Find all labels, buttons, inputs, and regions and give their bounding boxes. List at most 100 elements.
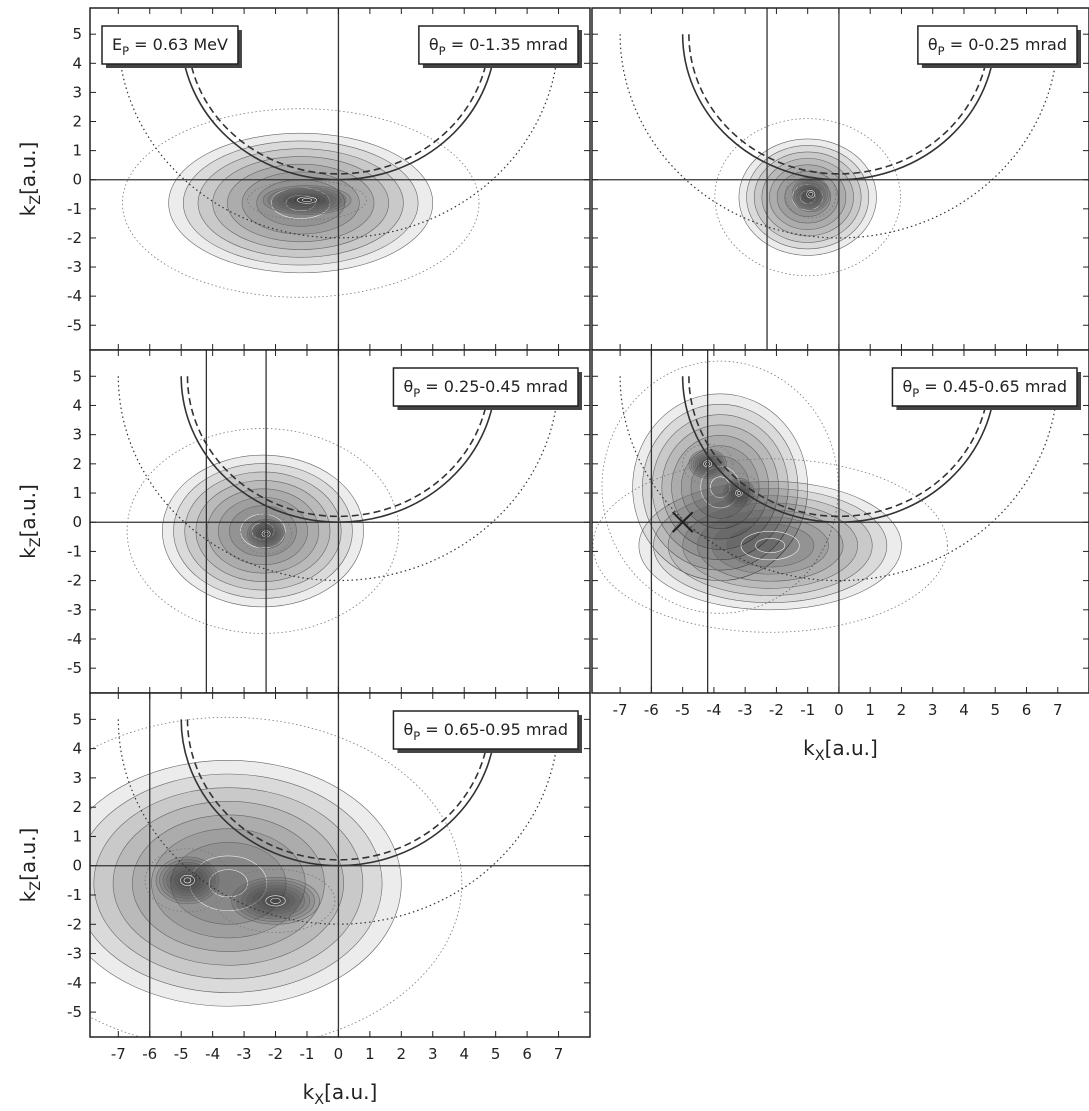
density-contour: [287, 193, 327, 207]
x-tick-label: 1: [365, 1045, 375, 1063]
cross-marker: [671, 511, 694, 533]
density-contour: [277, 190, 337, 211]
circle-arc: [117, 34, 560, 239]
density-contour: [722, 478, 755, 508]
density-contour: [296, 196, 318, 204]
label-rest: = 0.65-0.95 mrad: [420, 720, 568, 739]
label-rest: = 0-0.25 mrad: [945, 35, 1067, 54]
circle-arc: [117, 719, 560, 925]
density-contour: [255, 890, 296, 912]
symbol: k: [803, 736, 815, 760]
density-contour: [793, 178, 828, 211]
density-contour: [180, 874, 195, 886]
label-rest: = 0.45-0.65 mrad: [919, 377, 1067, 396]
y-tick-label: -1: [67, 200, 82, 218]
density-contour: [231, 877, 320, 925]
label-rest: [a.u.]: [825, 736, 878, 760]
outer-contour: [144, 848, 231, 913]
x-tick-label: 3: [428, 1045, 438, 1063]
outer-contour: [90, 716, 463, 1037]
density-contour: [184, 471, 342, 591]
density-contour: [169, 867, 206, 894]
density-contour: [724, 479, 754, 507]
density-contour: [131, 814, 325, 952]
x-tick-label: -1: [299, 1045, 314, 1063]
plot-area: [592, 350, 1089, 693]
x-tick-label: 6: [522, 1045, 532, 1063]
y-tick-label: 2: [72, 455, 82, 473]
outer-contour: [717, 472, 761, 514]
x-tick-label: -5: [174, 1045, 189, 1063]
outer-contour: [714, 118, 901, 277]
density-contour: [168, 132, 434, 274]
circle-arc: [619, 34, 1059, 238]
density-contour: [197, 148, 404, 258]
outer-contour: [681, 443, 734, 484]
x-tick-label: -2: [769, 701, 784, 719]
y-tick-label: 1: [72, 484, 82, 502]
density-contour: [682, 502, 858, 589]
y-tick-label: 2: [72, 798, 82, 816]
plot-area: [90, 350, 590, 693]
density-contour: [265, 895, 286, 907]
circle-arc: [681, 376, 997, 524]
y-tick-label: 2: [72, 113, 82, 131]
panel: -5 -4 -3 -2 -1 0 1 2 3 4 5 θP = 0.25-0.45 mrad kZ[a.…: [16, 349, 591, 694]
density-contour: [800, 184, 822, 205]
density-contour: [176, 872, 199, 889]
density-contour: [282, 191, 332, 209]
label-rest: [a.u.]: [16, 484, 40, 537]
x-tick-label: -6: [142, 1045, 157, 1063]
outer-contour: [215, 868, 336, 933]
density-contour: [262, 185, 352, 215]
density-contour: [173, 869, 202, 892]
y-tick-label: -3: [67, 258, 82, 276]
density-contour: [642, 403, 799, 571]
circle-arc: [180, 376, 497, 523]
subscript: X: [815, 748, 825, 764]
plot-area: [90, 693, 590, 1037]
plot-area: [592, 8, 1089, 350]
y-tick-label: 3: [72, 769, 82, 787]
subscript: P: [439, 44, 446, 58]
label-box: [917, 25, 1078, 65]
panel-frame: [89, 692, 591, 1038]
density-contour: [90, 760, 402, 1007]
symbol: θ: [429, 35, 439, 54]
label-rest: = 0-1.35 mrad: [446, 35, 568, 54]
density-contour: [260, 892, 291, 909]
symbol: θ: [403, 720, 413, 739]
y-tick-label: -1: [67, 886, 82, 904]
density-contour: [250, 887, 301, 915]
density-contour: [112, 801, 344, 966]
x-tick-label: -3: [237, 1045, 252, 1063]
y-tick-label: 5: [72, 25, 82, 43]
x-tick-label: 7: [554, 1045, 564, 1063]
label-text: kZ[a.u.]: [16, 142, 44, 217]
density-contour: [653, 488, 888, 603]
y-tick-label: -1: [67, 542, 82, 560]
label-box: [891, 367, 1078, 407]
x-tick-label: 6: [1022, 701, 1032, 719]
label-text: θP = 0-0.25 mrad: [928, 35, 1067, 58]
circle-arc: [681, 34, 997, 181]
density-contour: [638, 481, 902, 611]
circle-arc: [688, 376, 990, 518]
symbol: θ: [403, 377, 413, 396]
density-contour: [155, 856, 220, 905]
subscript: P: [413, 729, 420, 743]
y-tick-label: -3: [67, 945, 82, 963]
symbol: k: [16, 204, 40, 216]
density-contour: [726, 523, 815, 568]
x-tick-label: -4: [706, 701, 721, 719]
density-contour: [173, 463, 353, 599]
density-contour: [651, 414, 789, 561]
panel-label: θP = 0.65-0.95 mrad: [392, 710, 582, 753]
circle-arc: [117, 376, 560, 581]
y-tick-label: 0: [72, 513, 82, 531]
label-text: θP = 0.45-0.65 mrad: [902, 377, 1067, 400]
panel-label: EP = 0.63 MeV: [101, 25, 242, 68]
label-text: kZ[a.u.]: [16, 828, 44, 903]
panel-label: θP = 0.45-0.65 mrad: [891, 367, 1081, 410]
x-tick-label: 2: [897, 701, 907, 719]
